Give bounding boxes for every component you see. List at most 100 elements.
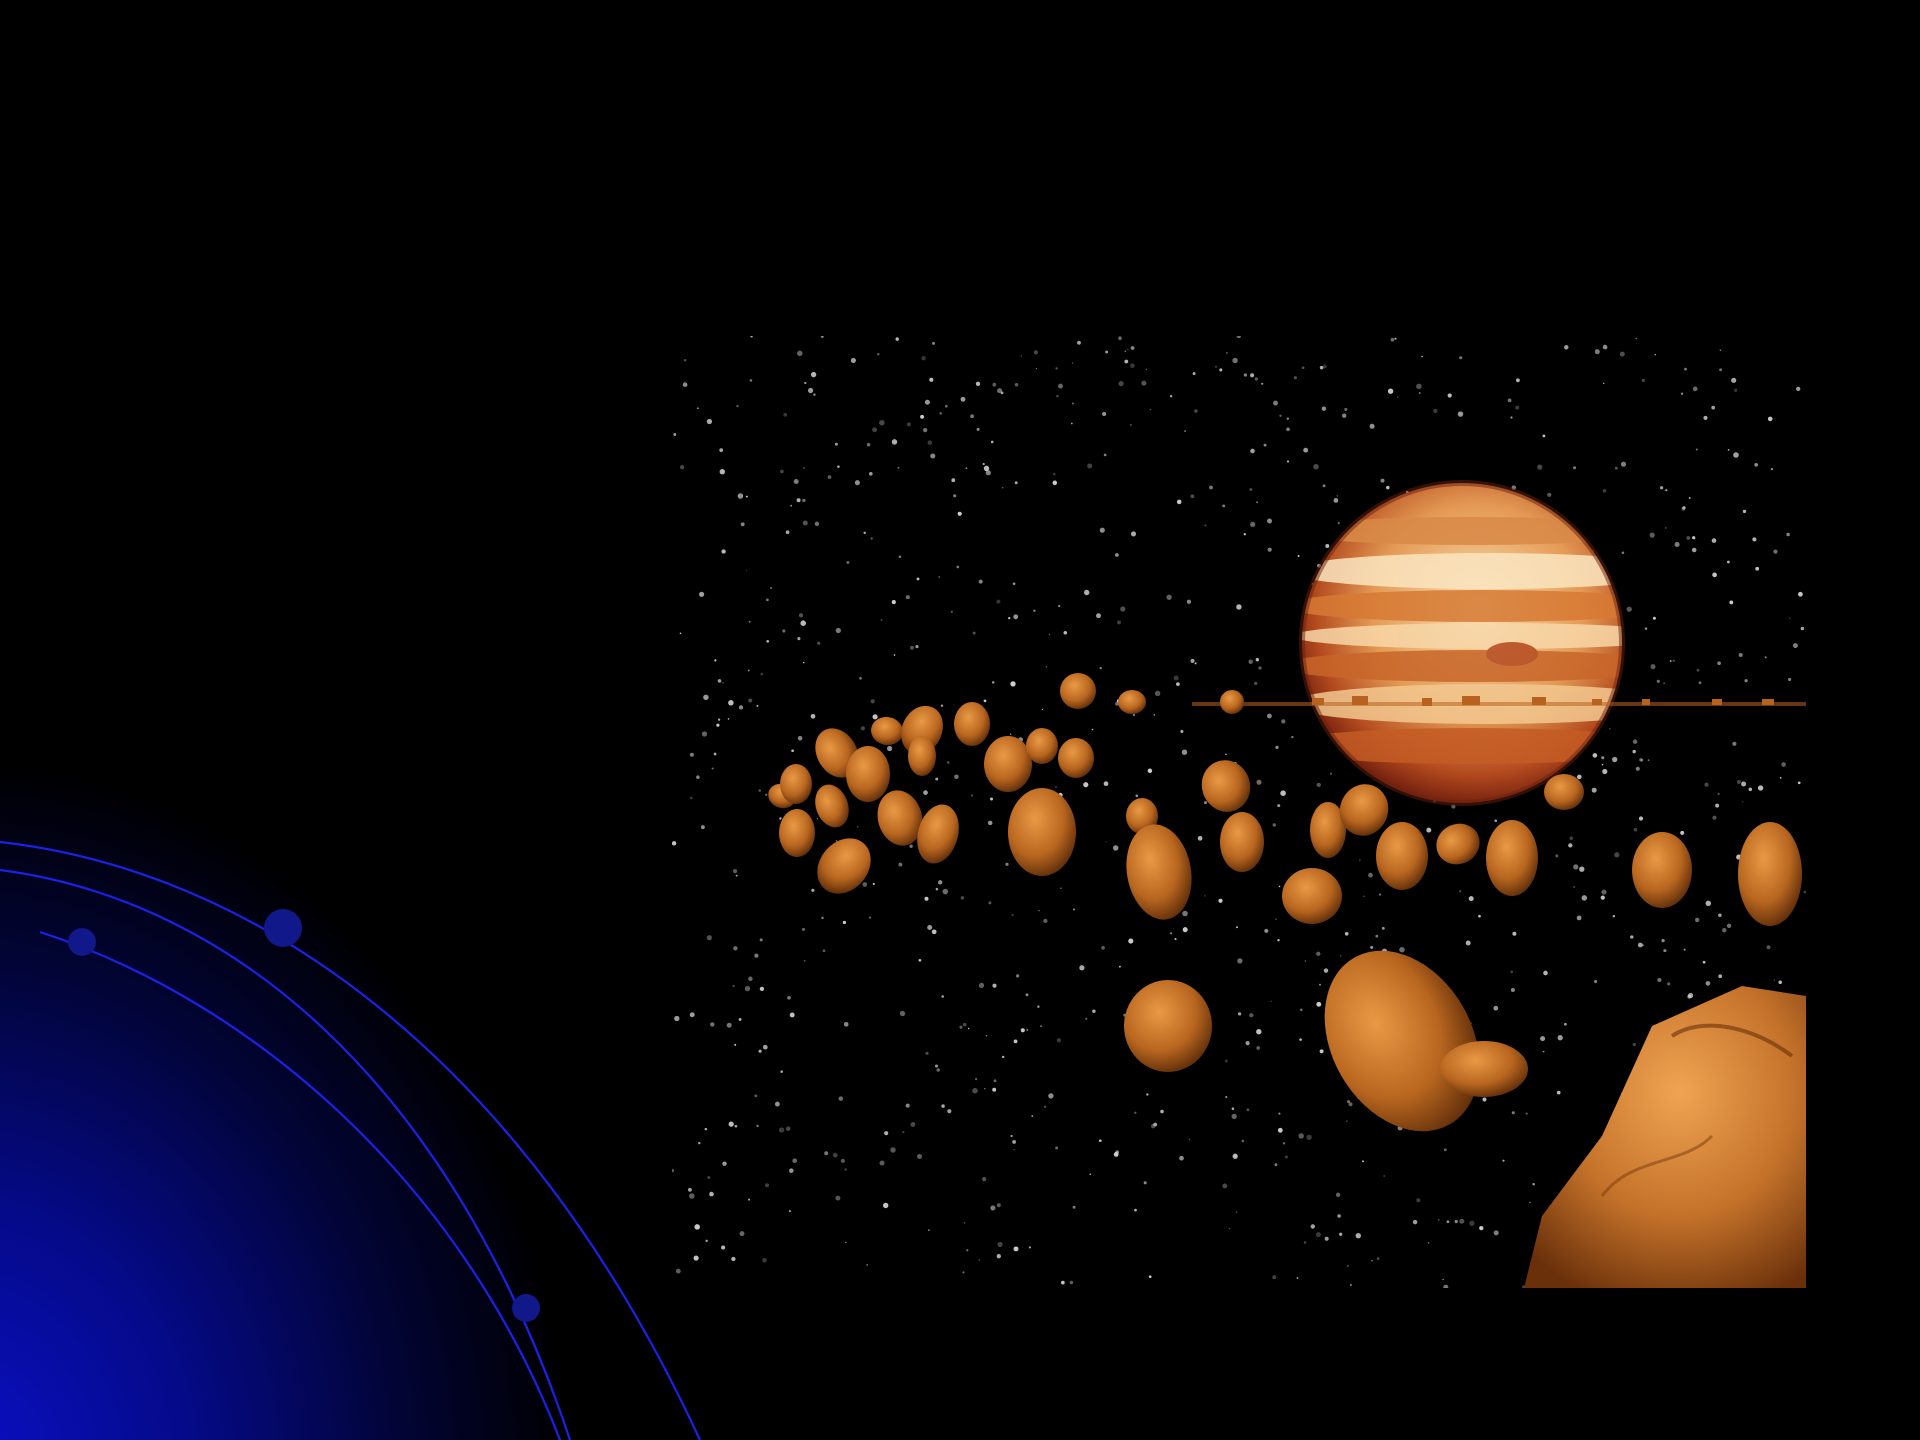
star bbox=[788, 1210, 791, 1213]
star bbox=[735, 874, 738, 877]
star bbox=[1153, 1122, 1158, 1127]
orbit-node bbox=[68, 928, 96, 956]
star bbox=[1340, 955, 1342, 957]
asteroid bbox=[1436, 823, 1480, 865]
star bbox=[760, 672, 764, 676]
star bbox=[1279, 414, 1282, 417]
star bbox=[1542, 434, 1546, 438]
star bbox=[1134, 1208, 1137, 1212]
star bbox=[1192, 372, 1196, 376]
star bbox=[1033, 609, 1036, 612]
star bbox=[1426, 827, 1432, 833]
star bbox=[991, 681, 995, 684]
star bbox=[880, 619, 883, 622]
star bbox=[1733, 452, 1739, 458]
star bbox=[924, 896, 929, 901]
star bbox=[738, 705, 744, 710]
star bbox=[1767, 416, 1773, 422]
star bbox=[1335, 1192, 1341, 1198]
star bbox=[785, 1126, 791, 1131]
star bbox=[982, 462, 985, 466]
star bbox=[1141, 380, 1147, 386]
star bbox=[804, 960, 806, 962]
star bbox=[1071, 402, 1074, 405]
star bbox=[923, 427, 928, 433]
star bbox=[1416, 383, 1422, 390]
star bbox=[1270, 1000, 1273, 1003]
star bbox=[749, 379, 753, 382]
star bbox=[1468, 896, 1474, 902]
star bbox=[1273, 400, 1278, 406]
star bbox=[789, 1012, 795, 1018]
asteroid bbox=[871, 716, 903, 746]
star bbox=[748, 976, 753, 982]
star bbox=[782, 629, 786, 633]
star bbox=[835, 627, 841, 634]
star bbox=[967, 1027, 970, 1030]
star bbox=[719, 448, 724, 452]
star bbox=[1105, 350, 1108, 354]
star bbox=[953, 494, 957, 498]
star bbox=[1600, 895, 1605, 900]
star bbox=[1321, 406, 1327, 411]
star bbox=[1236, 926, 1238, 929]
star bbox=[789, 1168, 794, 1173]
star bbox=[940, 704, 944, 707]
star bbox=[891, 600, 896, 605]
star bbox=[802, 520, 808, 526]
asteroid bbox=[1282, 868, 1342, 924]
star bbox=[845, 1241, 847, 1243]
asteroid bbox=[1220, 812, 1264, 872]
star bbox=[1040, 1025, 1042, 1027]
star bbox=[1226, 352, 1228, 354]
star bbox=[740, 522, 745, 527]
star bbox=[854, 480, 860, 486]
star bbox=[1731, 377, 1737, 383]
star bbox=[1674, 541, 1680, 548]
asteroid bbox=[1310, 802, 1346, 858]
star bbox=[1204, 895, 1206, 897]
star bbox=[1118, 336, 1122, 340]
star bbox=[905, 1103, 910, 1108]
star bbox=[905, 595, 910, 600]
star bbox=[817, 641, 821, 645]
star bbox=[1061, 1280, 1065, 1285]
star bbox=[814, 521, 820, 526]
star bbox=[1020, 355, 1023, 357]
star bbox=[1557, 1035, 1563, 1041]
star bbox=[1446, 1220, 1450, 1224]
star bbox=[1219, 368, 1223, 372]
star bbox=[862, 882, 868, 887]
star bbox=[1754, 462, 1759, 467]
star bbox=[857, 826, 859, 828]
star bbox=[1346, 1120, 1348, 1122]
star bbox=[906, 422, 911, 427]
star bbox=[762, 1044, 768, 1050]
star bbox=[673, 433, 677, 436]
star bbox=[1510, 987, 1515, 993]
star bbox=[1115, 1150, 1119, 1154]
star bbox=[891, 439, 898, 445]
star bbox=[758, 789, 761, 792]
star bbox=[1303, 447, 1309, 453]
star bbox=[1148, 1275, 1152, 1279]
star bbox=[822, 949, 826, 953]
star bbox=[1129, 423, 1132, 426]
star bbox=[732, 868, 738, 874]
star bbox=[1236, 336, 1241, 339]
star bbox=[1012, 1139, 1017, 1144]
star bbox=[800, 620, 806, 626]
star bbox=[1348, 1102, 1353, 1107]
star bbox=[703, 694, 709, 701]
star bbox=[1717, 792, 1720, 795]
star bbox=[804, 381, 807, 385]
star bbox=[717, 718, 721, 721]
star bbox=[1180, 729, 1184, 733]
star bbox=[693, 1255, 699, 1261]
star bbox=[1277, 939, 1280, 942]
star bbox=[1333, 498, 1339, 503]
star bbox=[1103, 453, 1107, 457]
star bbox=[1792, 643, 1798, 649]
star bbox=[1397, 396, 1399, 398]
star bbox=[1661, 938, 1665, 943]
